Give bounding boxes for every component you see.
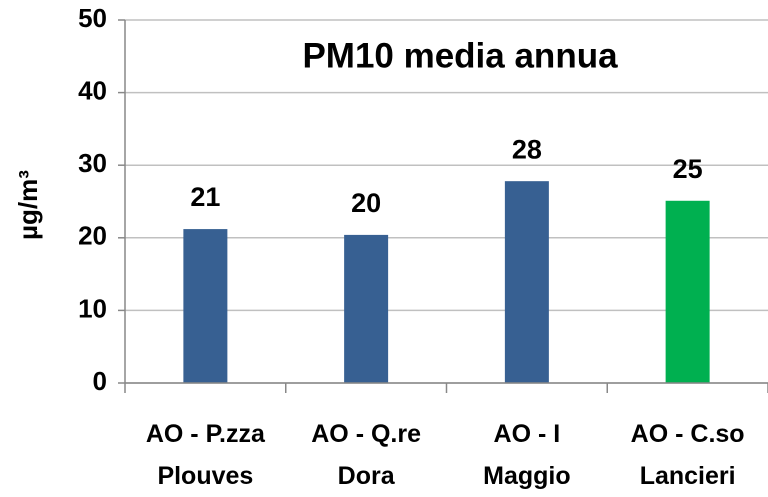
- x-tick-label: AO - I Maggio: [483, 420, 571, 490]
- x-tick-label-line: AO - Q.re: [311, 420, 421, 448]
- x-tick-label-line: AO - C.so: [631, 420, 745, 448]
- y-tick-label: 0: [93, 366, 107, 396]
- y-axis-label: µg/m³: [13, 170, 43, 240]
- chart-title: PM10 media annua: [302, 36, 618, 75]
- x-tick-label: AO - Q.re Dora: [311, 420, 421, 490]
- bar: [183, 229, 228, 383]
- value-label: 20: [351, 188, 381, 218]
- y-tick-label: 30: [78, 148, 107, 178]
- value-label: 21: [190, 182, 220, 212]
- y-tick-label: 10: [78, 293, 107, 323]
- x-tick-label-line: Lancieri: [640, 462, 736, 490]
- x-tick-label-line: Maggio: [483, 462, 571, 490]
- x-tick-label-line: Plouves: [157, 462, 253, 490]
- y-tick-label: 50: [78, 3, 107, 33]
- y-tick-label: 20: [78, 221, 107, 251]
- x-tick-label-line: AO - P.zza: [146, 420, 266, 448]
- value-label: 25: [673, 154, 703, 184]
- x-tick-label-line: AO - I: [494, 420, 561, 448]
- bar: [504, 181, 549, 383]
- y-tick-label: 40: [78, 75, 107, 105]
- bar: [344, 234, 389, 383]
- bar: [665, 200, 710, 383]
- x-tick-label: AO - P.zza Plouves: [146, 420, 266, 490]
- x-tick-label-line: Dora: [338, 462, 396, 490]
- x-tick-label: AO - C.so Lancieri: [631, 420, 745, 490]
- value-label: 28: [512, 134, 542, 164]
